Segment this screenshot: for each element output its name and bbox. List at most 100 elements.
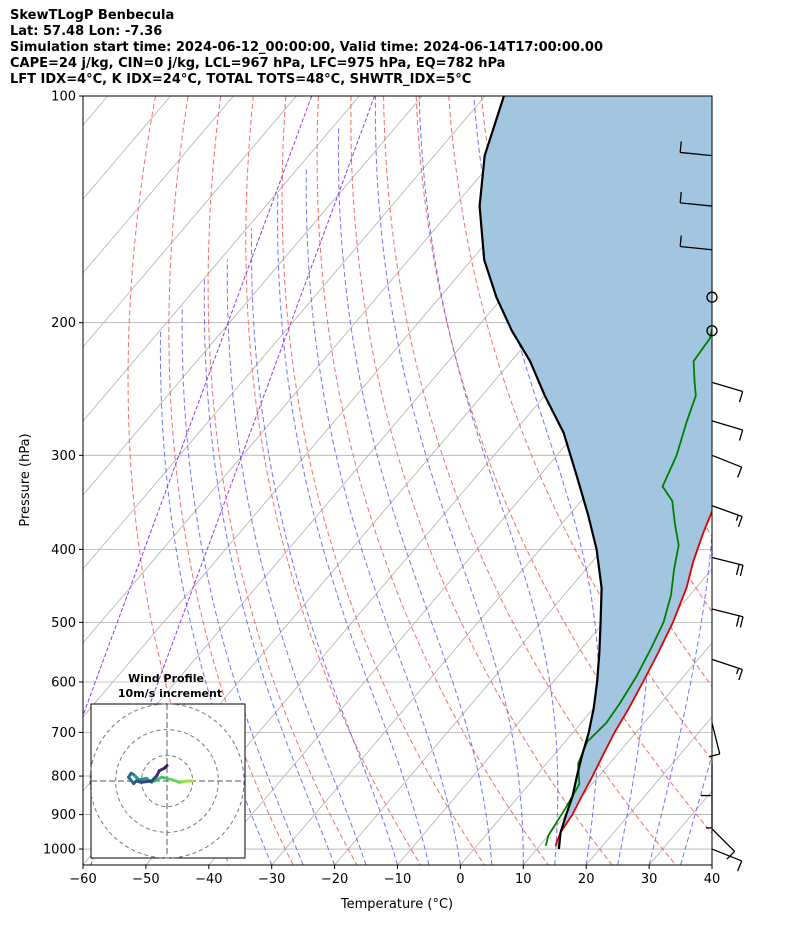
isotherm-line: [83, 96, 423, 496]
y-tick-label: 900: [51, 808, 76, 823]
moist-adiabat-line: [203, 278, 336, 865]
isotherm-line: [83, 96, 234, 274]
wind-barbs: [679, 141, 744, 872]
isotherm-line: [83, 96, 549, 644]
wind-barb-feather: [738, 669, 743, 681]
cape-line: CAPE=24 j/kg, CIN=0 j/kg, LCL=967 hPa, L…: [10, 56, 506, 71]
moist-adiabat-line: [305, 168, 461, 865]
temperature-line: [554, 509, 712, 847]
y-tick-label: 400: [51, 543, 76, 558]
wind-barb-shaft: [711, 381, 743, 393]
moist-adiabat-line: [337, 127, 493, 865]
wind-barb-feather: [737, 860, 743, 872]
wind-barb-feather: [739, 565, 744, 577]
dry-adiabat-line: [415, 96, 712, 835]
wind-barb-shaft: [680, 245, 713, 251]
x-tick-label: −10: [384, 872, 411, 887]
calm-wind-circle: [706, 325, 718, 337]
time-line: Simulation start time: 2024-06-12_00:00:…: [10, 40, 603, 55]
parcel-line: [478, 96, 603, 850]
x-tick-label: 0: [456, 872, 464, 887]
dry-adiabat-line: [127, 96, 230, 865]
y-tick-label: 800: [51, 770, 76, 785]
y-tick-label: 1000: [43, 843, 76, 858]
y-axis-label: Pressure (hPa): [18, 433, 33, 526]
wind-barb-feather: [739, 616, 744, 628]
isotherm-line: [83, 96, 486, 570]
dry-adiabat-line: [281, 96, 485, 865]
wind-barb-feather: [726, 850, 736, 860]
wind-barb-feather: [738, 391, 744, 403]
wind-barb-shaft: [680, 202, 713, 207]
chart-title: SkewTLogP Benbecula: [10, 8, 175, 23]
location-line: Lat: 57.48 Lon: -7.36: [10, 24, 163, 39]
dry-adiabat-line: [448, 96, 712, 761]
wind-barb-feather: [679, 235, 682, 247]
hodograph-title: Wind Profile: [128, 672, 204, 685]
x-tick-label: 30: [641, 872, 658, 887]
wind-barb-feather: [735, 615, 740, 627]
y-tick-label: 100: [51, 90, 76, 105]
calm-wind-circle: [706, 291, 718, 303]
dry-adiabat-line: [350, 96, 613, 865]
isotherm-line: [397, 494, 712, 865]
dry-adiabat-line: [207, 96, 358, 865]
wind-barb-half-feather: [736, 668, 740, 675]
index-line: LFT IDX=4°C, K IDX=24°C, TOTAL TOTS=48°C…: [10, 72, 472, 87]
wind-barb-shaft: [711, 848, 742, 862]
x-tick-label: 10: [515, 872, 532, 887]
x-tick-label: −20: [321, 872, 348, 887]
wind-barb-shaft: [711, 420, 743, 431]
wind-barb-shaft: [711, 454, 742, 468]
wind-barb-feather: [737, 466, 743, 478]
dewpoint-line: [545, 326, 712, 846]
y-tick-label: 700: [51, 726, 76, 741]
isotherm-line: [460, 568, 712, 865]
wind-barb-shaft: [711, 608, 744, 618]
wind-barb-half-feather: [735, 514, 739, 521]
wind-barb-feather: [737, 516, 743, 528]
hodograph-segment: [139, 779, 154, 784]
wind-barb-shaft: [680, 151, 713, 157]
wind-barb-shaft: [711, 505, 743, 518]
x-tick-label: 40: [704, 872, 721, 887]
hodograph-segment: [162, 764, 169, 770]
moist-adiabat-line: [277, 194, 430, 865]
x-tick-label: −30: [258, 872, 285, 887]
wind-barb-shaft: [711, 658, 743, 671]
mixing-ratio-line: [90, 96, 376, 865]
chart-header: SkewTLogP Benbecula Lat: 57.48 Lon: -7.3…: [10, 8, 603, 88]
wind-barb-feather: [708, 753, 720, 758]
x-axis-label: Temperature (°C): [340, 897, 453, 912]
wind-barb-feather: [679, 141, 682, 153]
wind-barb-shaft: [711, 828, 736, 852]
wind-barb-feather: [679, 191, 682, 203]
isotherm-line: [585, 716, 712, 865]
y-tick-label: 300: [51, 449, 76, 464]
hodograph-ring: [115, 729, 219, 833]
isotherm-line: [522, 642, 712, 865]
wind-barb-shaft: [711, 722, 721, 755]
moist-adiabat-line: [374, 96, 524, 865]
skewt-profiles: [478, 96, 712, 850]
hodograph-plot: [89, 703, 245, 859]
skewt-axes: −60 −50 −40 −30 −20 −10 0 10 20 30 40 1000 900 800 700…: [43, 90, 720, 888]
wind-barb-feather: [738, 429, 744, 441]
wind-barb-feather: [735, 564, 740, 576]
x-tick-label: −60: [69, 872, 96, 887]
moist-adiabat-line: [226, 259, 367, 865]
isotherm-line: [83, 96, 297, 348]
moist-adiabat-line: [251, 228, 398, 865]
moist-adiabat-line: [181, 305, 304, 865]
dry-adiabat-line: [316, 96, 549, 865]
y-tick-label: 500: [51, 616, 76, 631]
y-tick-label: 200: [51, 316, 76, 331]
isotherm-line: [83, 96, 360, 422]
moist-adiabat-line: [473, 96, 600, 865]
dry-adiabat-line: [383, 96, 677, 865]
x-tick-label: −40: [195, 872, 222, 887]
moist-adiabat-line: [159, 330, 273, 865]
hodograph-ring: [89, 703, 245, 859]
